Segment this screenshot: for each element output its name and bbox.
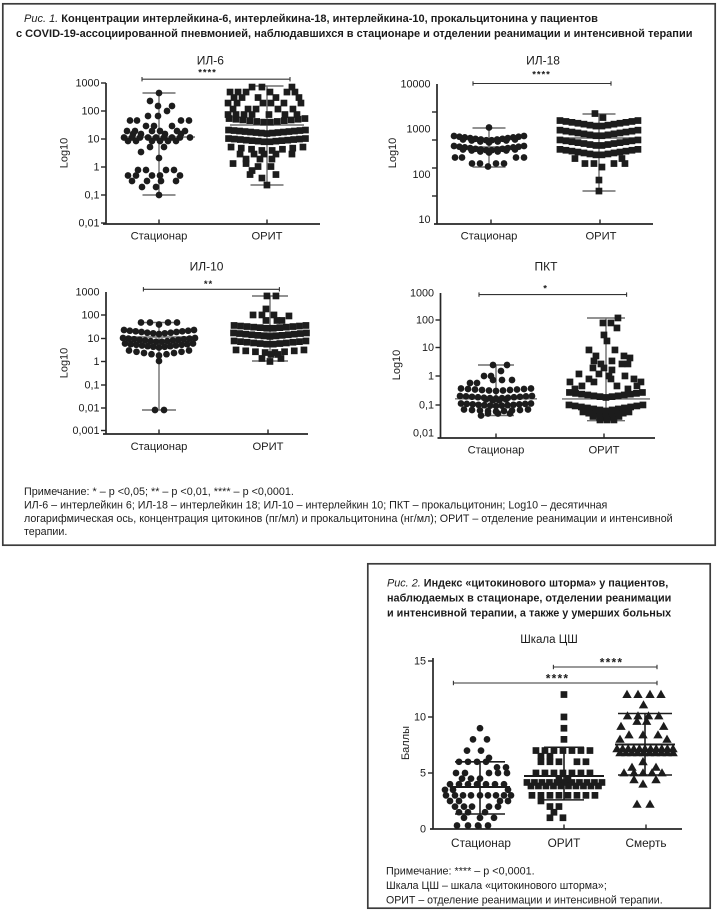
- svg-text:5: 5: [420, 768, 426, 780]
- svg-text:Шкала ЦШ – шкала «цитокинового: Шкала ЦШ – шкала «цитокинового шторма»;: [386, 880, 607, 892]
- svg-text:ОРИТ – отделение реанимации и: ОРИТ – отделение реанимации и интенсивно…: [386, 895, 663, 907]
- svg-text:****: ****: [600, 656, 623, 670]
- svg-text:Рис. 2. Индекс «цитокинового ш: Рис. 2. Индекс «цитокинового шторма» у п…: [387, 578, 668, 590]
- svg-text:ПКТ: ПКТ: [535, 260, 559, 274]
- svg-text:логарифмическая ось, концентра: логарифмическая ось, концентрация цитоки…: [24, 513, 673, 525]
- svg-text:1: 1: [93, 162, 99, 174]
- svg-text:ИЛ-10: ИЛ-10: [190, 260, 224, 274]
- svg-text:ИЛ-18: ИЛ-18: [526, 54, 560, 68]
- svg-text:Примечание: **** – р <0,0001.: Примечание: **** – р <0,0001.: [386, 866, 535, 878]
- svg-text:0,01: 0,01: [78, 218, 99, 230]
- svg-text:10: 10: [422, 342, 434, 354]
- svg-text:1000: 1000: [75, 287, 99, 299]
- svg-text:1000: 1000: [406, 124, 430, 136]
- svg-text:Log10: Log10: [387, 138, 399, 169]
- svg-text:**: **: [204, 279, 213, 290]
- svg-text:0,001: 0,001: [72, 425, 99, 437]
- svg-text:ОРИТ: ОРИТ: [251, 231, 282, 243]
- svg-text:10000: 10000: [400, 79, 430, 91]
- svg-text:Стационар: Стационар: [468, 445, 525, 457]
- svg-text:Смерть: Смерть: [625, 836, 666, 850]
- svg-text:ОРИТ: ОРИТ: [588, 445, 619, 457]
- svg-text:100: 100: [81, 106, 99, 118]
- svg-text:1: 1: [93, 356, 99, 368]
- svg-text:Стационар: Стационар: [131, 231, 188, 243]
- svg-text:Стационар: Стационар: [451, 836, 511, 850]
- svg-text:1000: 1000: [75, 78, 99, 90]
- svg-text:****: ****: [546, 672, 569, 686]
- svg-text:Стационар: Стационар: [131, 441, 188, 453]
- svg-text:Баллы: Баллы: [400, 726, 412, 760]
- svg-text:Log10: Log10: [391, 350, 403, 381]
- svg-text:Рис. 1. Концентрации интерлейк: Рис. 1. Концентрации интерлейкина-6, инт…: [24, 13, 598, 25]
- svg-text:и интенсивной терапии, а также: и интенсивной терапии, а также у умерших…: [387, 608, 671, 620]
- svg-text:ОРИТ: ОРИТ: [548, 836, 581, 850]
- svg-text:1: 1: [428, 371, 434, 383]
- svg-text:100: 100: [416, 315, 434, 327]
- svg-text:0,01: 0,01: [413, 428, 434, 440]
- svg-text:0: 0: [420, 824, 426, 836]
- svg-text:Log10: Log10: [59, 348, 71, 379]
- svg-text:ОРИТ: ОРИТ: [252, 441, 283, 453]
- svg-text:ИЛ-6: ИЛ-6: [197, 54, 224, 68]
- svg-text:****: ****: [198, 68, 216, 79]
- svg-text:15: 15: [414, 656, 426, 668]
- svg-text:100: 100: [81, 310, 99, 322]
- svg-text:Примечание: * – р <0,05; ** –: Примечание: * – р <0,05; ** – р <0,01, *…: [24, 486, 294, 498]
- svg-text:Log10: Log10: [59, 138, 71, 169]
- svg-text:ИЛ-6 – интерлейкин 6; ИЛ-18 –: ИЛ-6 – интерлейкин 6; ИЛ-18 – интерлейки…: [24, 500, 608, 512]
- svg-text:*: *: [543, 284, 548, 295]
- svg-text:с COVID-19-ассоциированной пне: с COVID-19-ассоциированной пневмонией, н…: [16, 28, 692, 40]
- svg-text:1000: 1000: [410, 288, 434, 300]
- svg-text:Стационар: Стационар: [461, 231, 518, 243]
- svg-text:0,01: 0,01: [78, 403, 99, 415]
- svg-text:10: 10: [87, 134, 99, 146]
- svg-text:ОРИТ: ОРИТ: [585, 231, 616, 243]
- svg-text:10: 10: [414, 712, 426, 724]
- svg-text:0,1: 0,1: [419, 400, 434, 412]
- svg-text:100: 100: [412, 169, 430, 181]
- svg-text:10: 10: [418, 214, 430, 226]
- svg-text:Шкала ЦШ: Шкала ЦШ: [520, 634, 578, 646]
- svg-text:****: ****: [532, 70, 550, 81]
- svg-text:0,1: 0,1: [84, 380, 99, 392]
- svg-text:0,1: 0,1: [84, 190, 99, 202]
- svg-text:терапии.: терапии.: [24, 526, 67, 538]
- svg-text:10: 10: [87, 333, 99, 345]
- svg-text:наблюдаемых в стационаре, отде: наблюдаемых в стационаре, отделении реан…: [387, 593, 671, 605]
